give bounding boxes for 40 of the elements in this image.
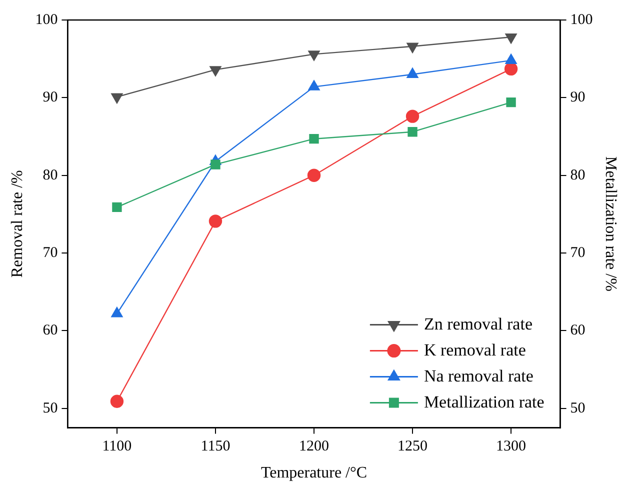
point bbox=[406, 110, 420, 123]
x-tick-label: 1150 bbox=[200, 438, 230, 455]
y-tick-label: 70 bbox=[42, 244, 58, 261]
legend-label: Metallization rate bbox=[424, 392, 544, 412]
point bbox=[210, 160, 220, 170]
y2-tick-label: 100 bbox=[570, 12, 593, 28]
point bbox=[112, 202, 122, 212]
x-axis-title: Temperature /°C bbox=[260, 464, 368, 482]
x-tick-label: 1300 bbox=[496, 438, 526, 455]
x-tick-label: 1200 bbox=[299, 438, 329, 455]
point bbox=[308, 50, 320, 61]
x-tick-label: 1100 bbox=[102, 438, 132, 455]
y-tick-label: 90 bbox=[42, 90, 58, 106]
y-tick-label: 60 bbox=[42, 322, 58, 339]
y2-tick-label: 70 bbox=[570, 244, 586, 261]
point bbox=[110, 394, 124, 408]
point bbox=[506, 97, 516, 108]
y-axis-title: Removal rate /% bbox=[8, 170, 26, 278]
y-tick-label: 80 bbox=[42, 167, 58, 184]
point bbox=[406, 42, 418, 54]
y2-tick-label: 80 bbox=[570, 167, 586, 184]
point bbox=[505, 33, 517, 44]
y2-tick-label: 60 bbox=[570, 322, 586, 339]
legend-label: Zn removal rate bbox=[424, 314, 532, 334]
point bbox=[210, 66, 222, 76]
y2-axis-title: Metallization rate /% bbox=[602, 156, 620, 292]
point bbox=[111, 307, 123, 318]
y-tick-label: 50 bbox=[42, 400, 58, 416]
point bbox=[408, 127, 418, 137]
legend-label: K removal rate bbox=[424, 340, 526, 360]
point bbox=[307, 168, 321, 182]
point bbox=[111, 93, 123, 104]
legend-label: Na removal rate bbox=[424, 366, 534, 386]
point bbox=[309, 134, 319, 144]
x-tick-label: 1250 bbox=[398, 438, 428, 455]
y2-tick-label: 50 bbox=[570, 400, 586, 416]
point bbox=[504, 62, 518, 76]
y-tick-label: 100 bbox=[35, 12, 58, 28]
point bbox=[208, 214, 222, 228]
y2-tick-label: 90 bbox=[570, 90, 586, 106]
